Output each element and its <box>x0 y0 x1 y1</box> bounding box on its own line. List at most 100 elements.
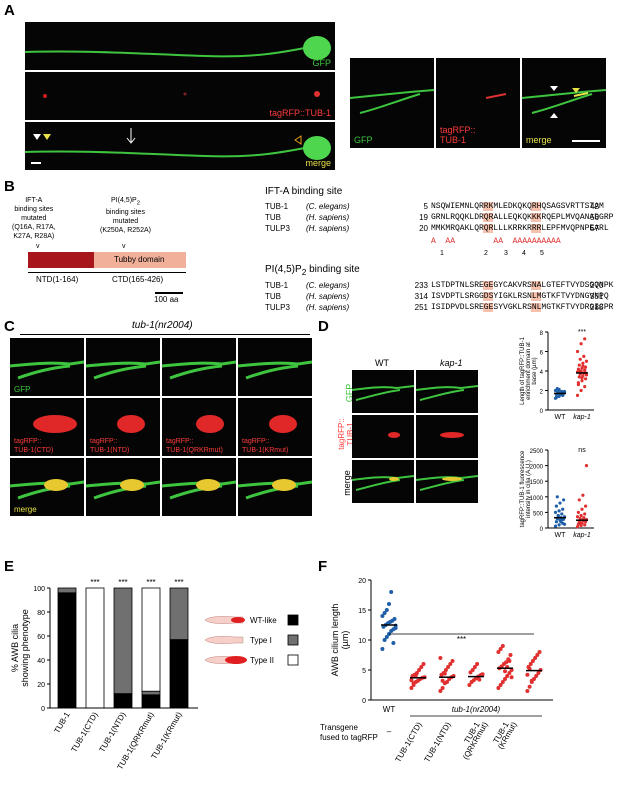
ctd-label: CTD(165-426) <box>112 275 164 284</box>
panel-a-right-scale-bar <box>572 140 600 142</box>
pip-title-b: binding site <box>306 264 360 275</box>
data-point <box>382 638 387 642</box>
y-axis-label: intensity in cilia (A.U.) <box>526 460 532 518</box>
x-tick-label: TUB-1(NTD) <box>422 720 452 764</box>
cilium-shape <box>86 360 160 380</box>
yellow-overlap <box>442 477 462 481</box>
transgene-label: Transgene <box>320 723 359 732</box>
y-tick-label: 20 <box>37 682 45 689</box>
cilium-shape <box>162 360 236 380</box>
transgene-label: fused to tagRFP <box>320 733 378 742</box>
x-tick-label: WT <box>383 705 396 714</box>
panel-a-gfp-label: GFP <box>312 58 331 68</box>
data-point <box>554 504 558 508</box>
data-point <box>584 504 588 508</box>
red-signal <box>196 415 224 433</box>
panel-a-right-gfp-image: GFP <box>350 58 434 148</box>
x-tick-label: TUB-1(NTD) <box>97 710 127 754</box>
data-point <box>419 665 424 669</box>
data-point <box>392 617 397 621</box>
yellow-overlap <box>44 479 68 491</box>
panel-c-tag-label-2: TUB-1(NTD) <box>90 447 130 454</box>
cilium-shape <box>416 475 478 491</box>
y-tick-label: 1000 <box>530 496 544 502</box>
panel-a-right-merge-label: merge <box>526 135 552 145</box>
significance-label: *** <box>90 578 99 587</box>
data-point <box>445 680 449 684</box>
red-signal <box>440 432 464 438</box>
panel-d-intensity-plot: 0 500 1000 1500 2000 2500 tagRFP::TUB-1 fluore… <box>520 447 594 539</box>
cilium-shape <box>416 385 478 401</box>
data-point <box>575 525 580 529</box>
data-point <box>584 359 589 363</box>
x-tick-label: kap-1 <box>573 414 591 421</box>
panel-c-image-art <box>238 479 312 500</box>
data-point <box>554 520 558 524</box>
bar-segment <box>141 694 161 709</box>
data-point <box>527 684 532 689</box>
data-point <box>557 509 561 513</box>
panel-c-image-art <box>117 415 145 433</box>
cilium-shape <box>238 360 312 380</box>
legend-enrichment <box>231 617 245 623</box>
red-signal <box>269 415 297 433</box>
panel-c-image-art <box>238 360 312 380</box>
data-point <box>537 650 542 654</box>
panel-e-chart: 0 20 40 60 80 100 % AWB cilia showing phenotype… <box>10 578 299 771</box>
bar-segment <box>85 587 105 709</box>
data-point <box>467 683 472 687</box>
ifta-row-species: (C. elegans) <box>306 202 350 211</box>
data-point <box>504 660 509 665</box>
data-point <box>446 665 451 669</box>
y-axis-label: Length of tagRFP::TUB-1 <box>520 336 526 404</box>
panel-d-image <box>416 370 478 413</box>
data-point <box>556 514 560 518</box>
ifta-row-sequence: GRNLRQQKLDRQRALLEQKQKKKRQEPLMVQANADGRP <box>431 213 614 222</box>
data-point <box>391 641 396 645</box>
ifta-row-name: TUB-1 <box>265 202 289 211</box>
panel-c-image-art <box>86 360 160 380</box>
pip-arrow: v <box>122 243 126 250</box>
y-tick-label: 500 <box>533 511 544 517</box>
ifta-mutation-row: A AA AA AAAAAAAAAA <box>431 237 561 246</box>
panel-d-image-art <box>416 385 478 401</box>
pip-row-end: 288 <box>590 303 604 312</box>
data-point <box>498 647 503 651</box>
x-tick-label: TUB-1(CTD) <box>69 710 99 754</box>
bar-segment <box>57 587 77 594</box>
data-point <box>527 666 532 671</box>
data-point <box>578 357 582 361</box>
data-point <box>389 590 394 594</box>
panel-a-tag-label: tagRFP::TUB-1 <box>269 108 331 118</box>
panel-d-wt-label: WT <box>375 358 389 368</box>
legend-label: Type I <box>250 636 272 645</box>
data-point <box>582 354 586 358</box>
x-tick-label: TUB-1(CTD) <box>393 720 423 764</box>
ntd-line <box>28 272 94 273</box>
bar-segment <box>113 587 133 694</box>
panel-c-image: GFP <box>10 338 84 396</box>
y-tick-label: 4 <box>540 370 544 376</box>
cilium-shape <box>352 385 414 401</box>
x-tick-label: kap-1 <box>573 532 591 539</box>
panel-d-image <box>416 415 478 458</box>
ifta-site-number: 2 <box>484 250 488 257</box>
yellow-overlap <box>196 479 220 491</box>
data-point <box>562 389 567 394</box>
data-point <box>409 686 414 690</box>
panel-c-tag-label-1: tagRFP:: <box>242 438 270 445</box>
panel-a-gfp-image: GFP <box>25 22 335 70</box>
red-signal <box>117 415 145 433</box>
x-tick-label: TUB-1 <box>52 710 72 735</box>
data-point <box>579 513 583 518</box>
pip-title-sub: 2 <box>301 267 307 277</box>
ifta-mut-line: K27A, R28A) <box>13 233 55 240</box>
panel-a-merge-label: merge <box>305 158 331 168</box>
panel-d-image <box>352 415 414 458</box>
data-point <box>528 662 533 666</box>
panel-c-tag-label-2: TUB-1(CTD) <box>14 447 54 454</box>
data-point <box>562 498 566 502</box>
data-point <box>581 493 585 497</box>
panel-c-image: merge <box>10 458 84 516</box>
data-point <box>503 669 507 674</box>
